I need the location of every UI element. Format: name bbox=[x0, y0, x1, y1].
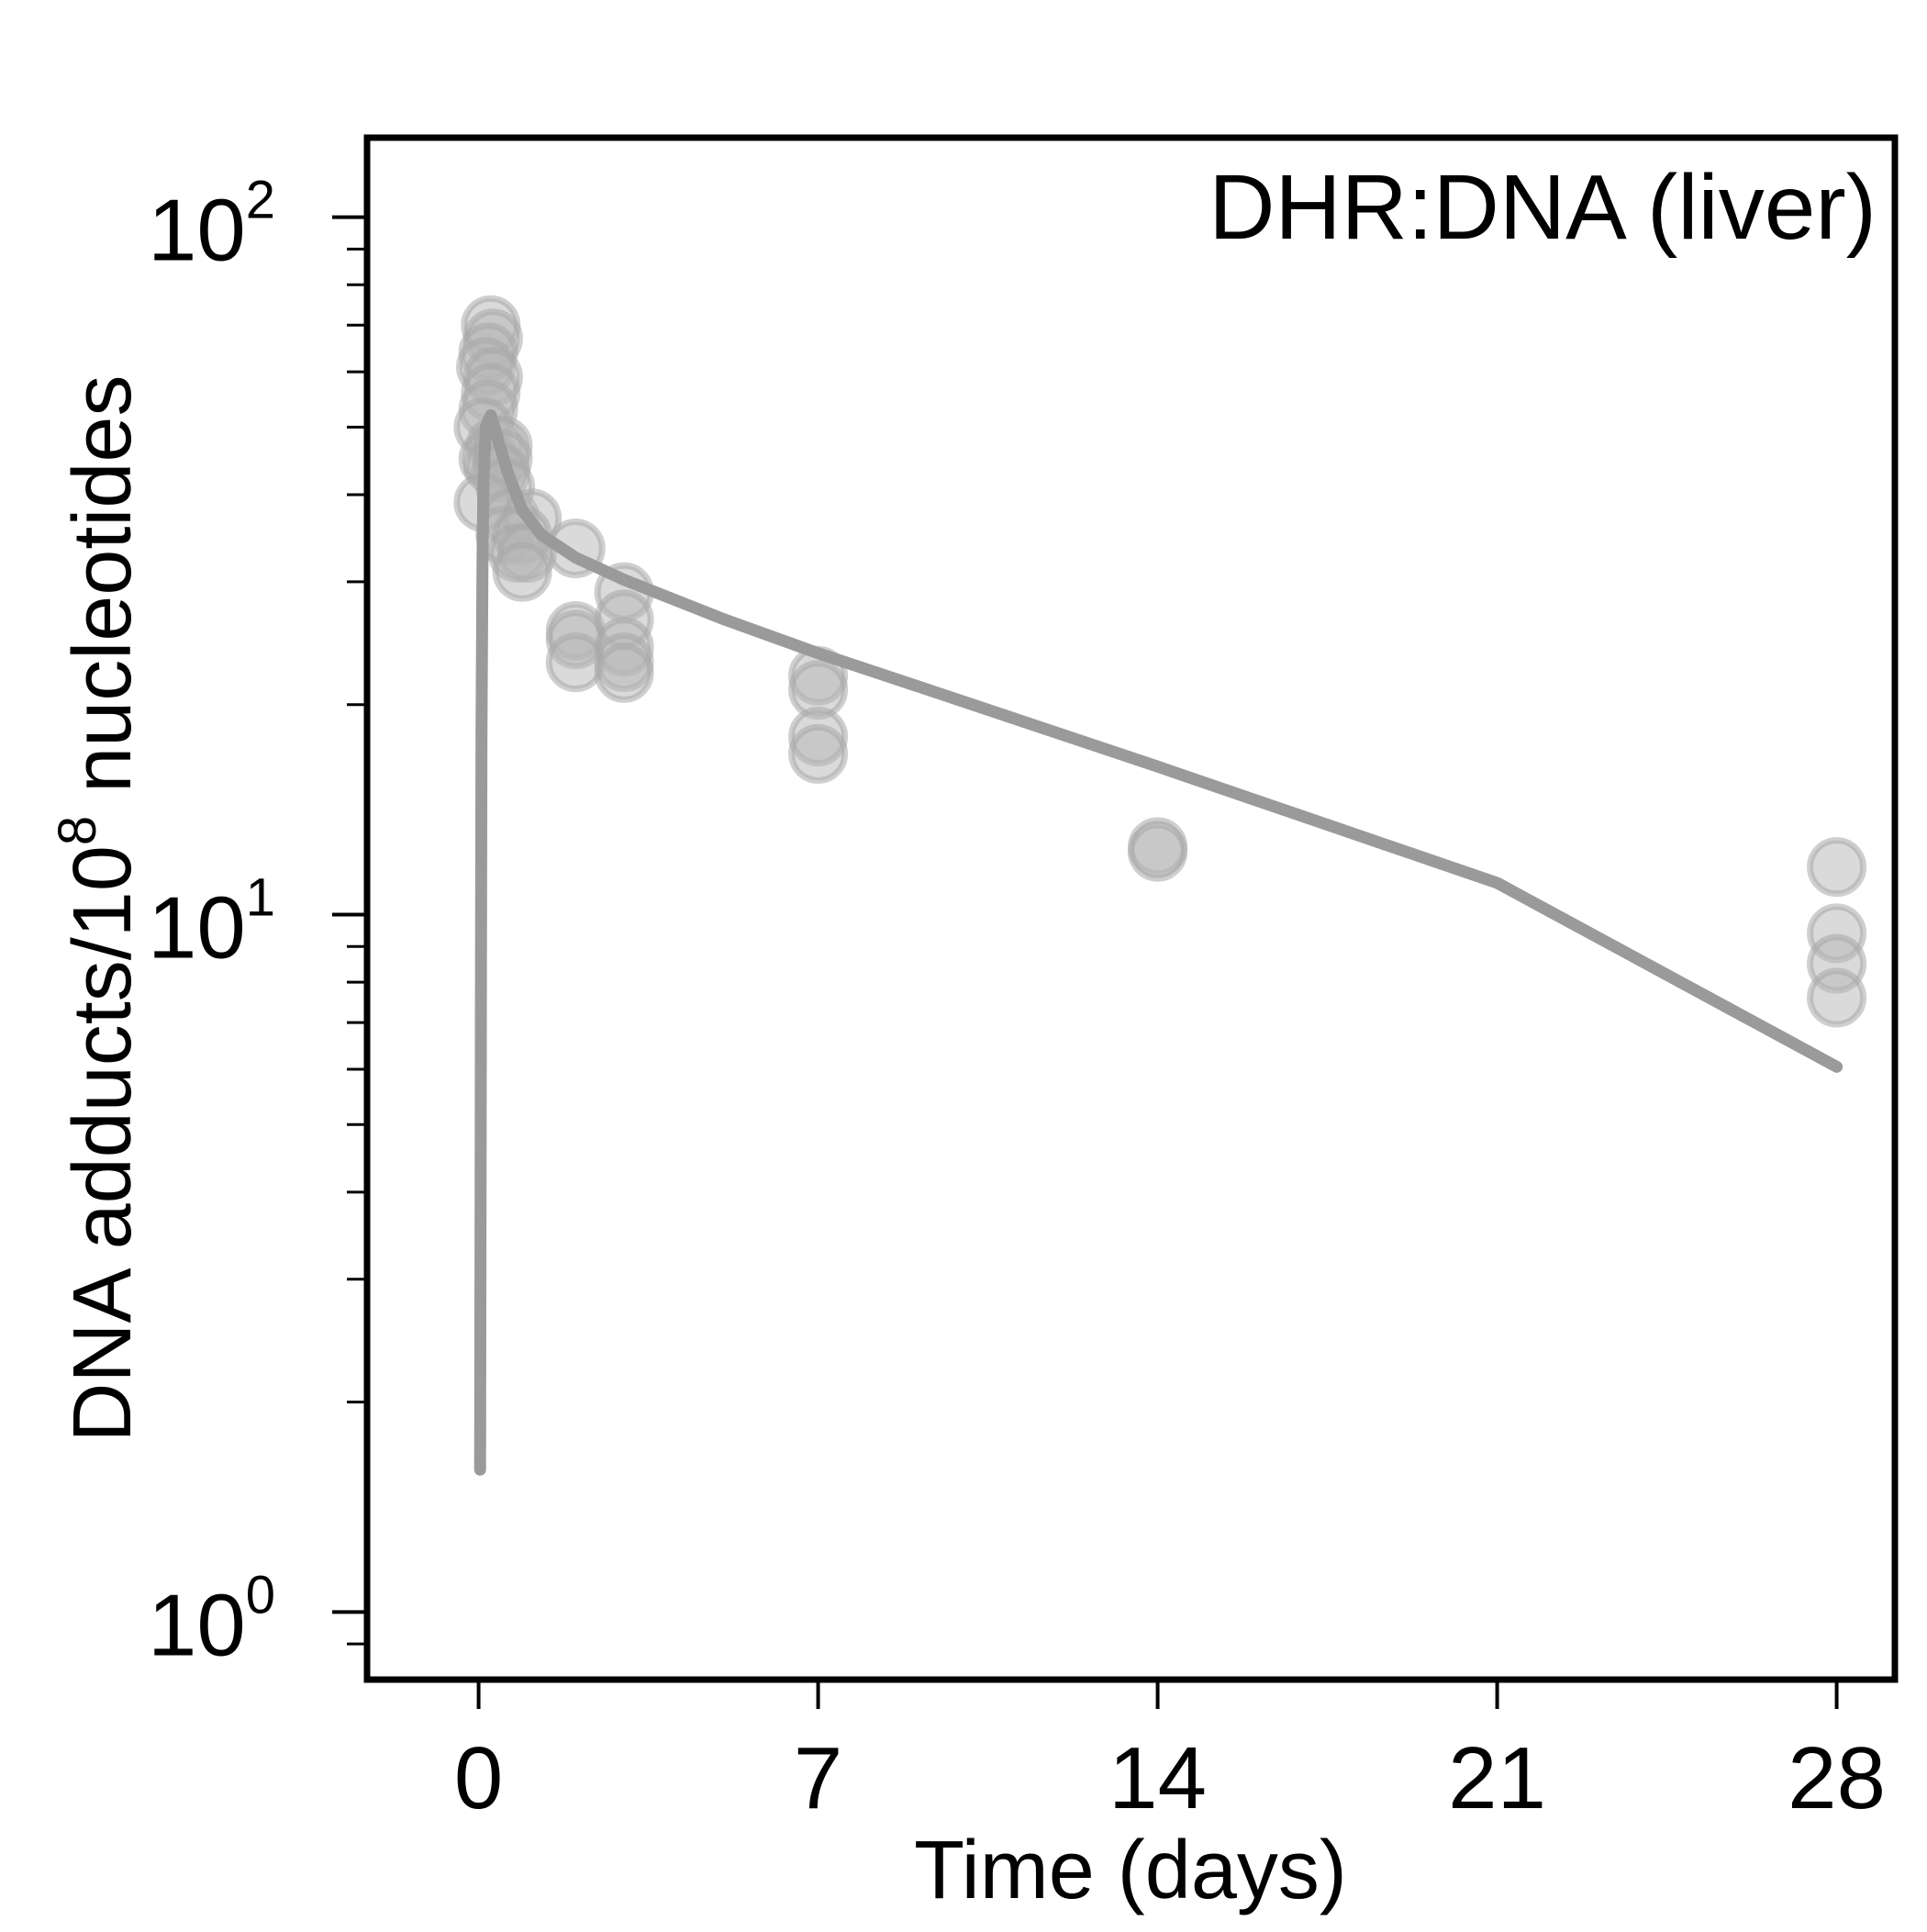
data-point bbox=[1128, 821, 1188, 882]
scatter-points bbox=[453, 295, 1867, 1028]
y-tick-label: 100 bbox=[148, 1565, 275, 1674]
y-axis-title-tail: nucleotides bbox=[57, 375, 149, 816]
data-point bbox=[1807, 837, 1867, 898]
x-axis: 0 7 14 21 28 bbox=[454, 1680, 1886, 1827]
x-axis-title: Time (days) bbox=[914, 1825, 1347, 1916]
y-tick-label: 102 bbox=[148, 171, 275, 280]
fit-line bbox=[473, 408, 1843, 1476]
y-axis-title-superscript: 8 bbox=[48, 816, 107, 845]
data-point bbox=[788, 723, 849, 784]
y-tick-exponent: 2 bbox=[246, 171, 275, 230]
x-tick-label: 28 bbox=[1788, 1729, 1886, 1827]
x-tick-label: 7 bbox=[794, 1729, 842, 1827]
y-tick-exponent: 0 bbox=[246, 1565, 275, 1625]
data-point bbox=[594, 642, 654, 703]
plot-frame bbox=[363, 134, 1899, 1683]
x-tick-label: 14 bbox=[1108, 1729, 1207, 1827]
x-tick-label: 0 bbox=[454, 1729, 503, 1827]
data-point bbox=[1807, 967, 1867, 1028]
y-tick-base: 10 bbox=[148, 1576, 246, 1674]
fit-line-layer bbox=[473, 408, 1843, 1476]
y-tick-exponent: 1 bbox=[246, 867, 275, 927]
panel-title: DHR:DNA (liver) bbox=[1209, 156, 1877, 259]
x-tick-label: 21 bbox=[1448, 1729, 1546, 1827]
y-tick-label: 101 bbox=[148, 867, 275, 977]
y-axis-title: DNA adducts/108 nucleotides bbox=[48, 375, 149, 1443]
y-tick-base: 10 bbox=[148, 878, 246, 977]
y-axis-title-main: DNA adducts/10 bbox=[57, 845, 149, 1442]
data-point bbox=[545, 632, 606, 693]
y-tick-base: 10 bbox=[148, 182, 246, 280]
data-point bbox=[492, 542, 552, 602]
